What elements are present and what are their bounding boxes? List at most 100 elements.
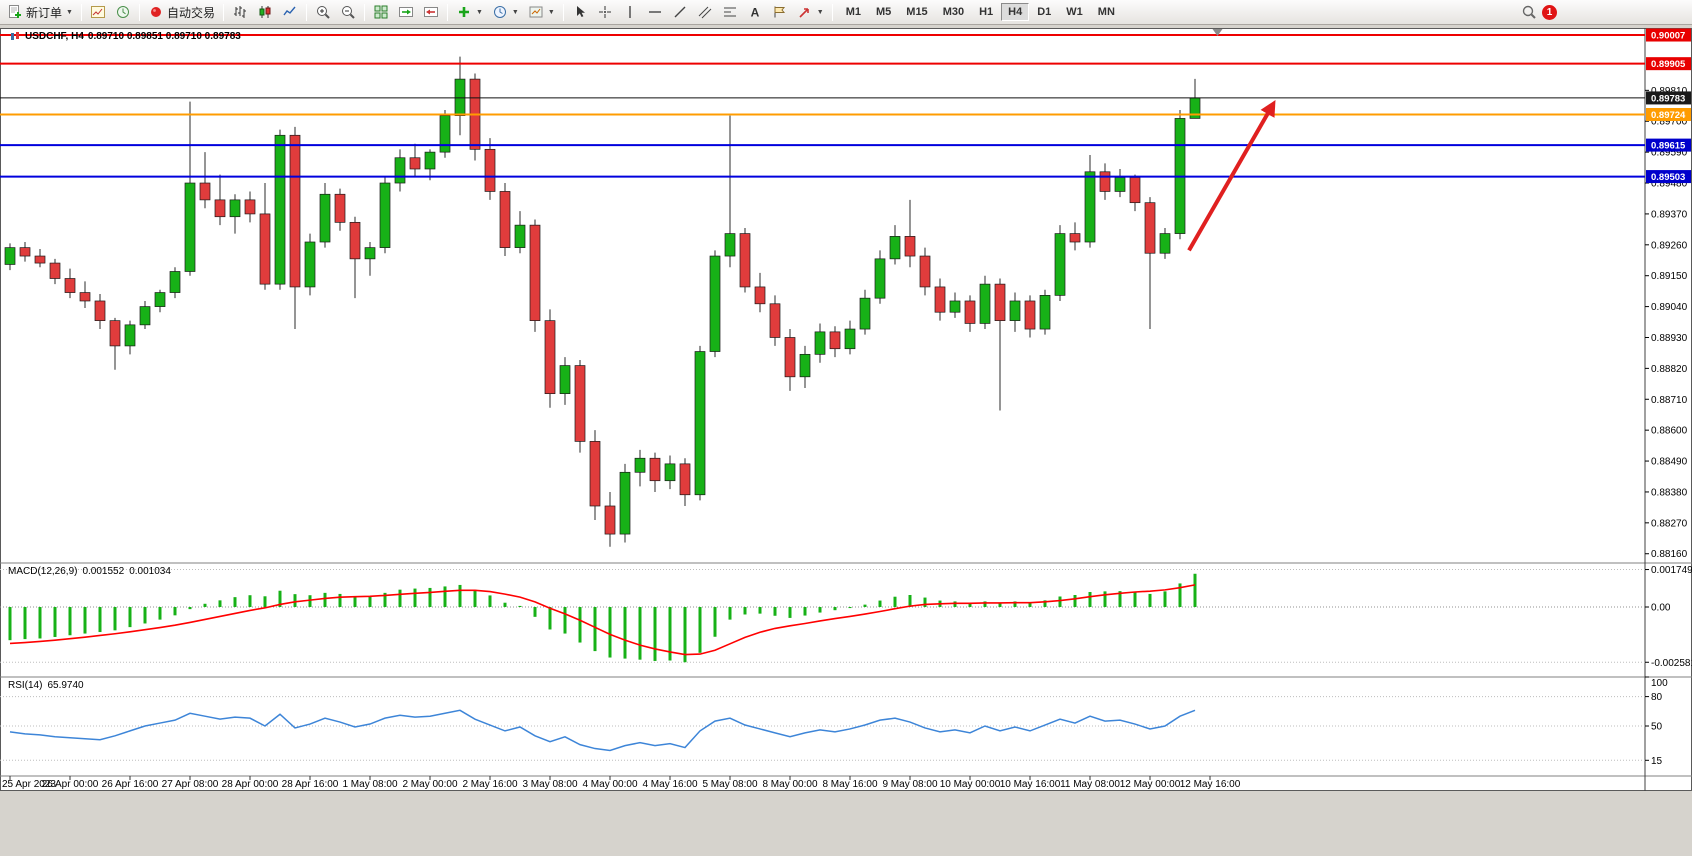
vertical-line-button[interactable] [618, 2, 642, 23]
chart-symbol-ohlc: USDCHF, H4 0.89710 0.89851 0.89710 0.897… [10, 31, 241, 42]
svg-text:0.88600: 0.88600 [1651, 426, 1688, 437]
tab-timeframe-d1[interactable]: D1 [1037, 6, 1052, 18]
svg-text:50: 50 [1651, 722, 1663, 733]
tab-timeframe-h4[interactable]: H4 [1001, 3, 1030, 21]
chevron-down-icon: ▼ [511, 8, 519, 16]
chart-shift-icon [423, 7, 438, 17]
rsi-panel: 100 80 50 15 [0, 676, 1668, 767]
svg-text:0.88710: 0.88710 [1651, 395, 1688, 406]
chevron-down-icon: ▼ [475, 8, 483, 16]
tab-timeframe-m15[interactable]: M15 [906, 6, 928, 18]
bar-chart-button[interactable] [228, 2, 252, 23]
arrow-marker-icon [799, 8, 809, 18]
trendline-button[interactable] [668, 2, 692, 23]
chart-shift-button[interactable] [419, 2, 443, 23]
templates-icon [529, 6, 543, 18]
svg-text:0.89150: 0.89150 [1651, 271, 1688, 282]
svg-text:28 Apr 16:00: 28 Apr 16:00 [282, 779, 339, 790]
auto-scroll-icon [398, 7, 413, 17]
price-badges: 0.90007 0.89905 0.89724 0.89615 0.89503 0.897… [1646, 28, 1691, 184]
zoom-in-button[interactable] [311, 2, 335, 23]
chart-shift-marker[interactable] [1212, 29, 1223, 36]
svg-text:0.88930: 0.88930 [1651, 333, 1688, 344]
svg-text:0.89700: 0.89700 [1651, 117, 1688, 128]
main-toolbar: 新订单 ▼ 自动交易 [0, 0, 1692, 25]
svg-text:8 May 00:00: 8 May 00:00 [762, 779, 817, 790]
svg-text:10 May 00:00: 10 May 00:00 [940, 779, 1001, 790]
tab-timeframe-h1[interactable]: H1 [979, 6, 994, 18]
rsi-indicator-label: RSI(14) 65.9740 [8, 680, 84, 691]
tab-timeframe-m5[interactable]: M5 [876, 6, 892, 18]
chart-window-background [0, 28, 1692, 791]
tab-timeframe-m1[interactable]: M1 [845, 6, 861, 18]
periods-button[interactable]: ▼ [488, 2, 523, 23]
toolbar-separator [80, 3, 82, 21]
channel-button[interactable] [693, 2, 717, 23]
indicators-button[interactable]: ▼ [452, 2, 487, 23]
svg-text:0.88490: 0.88490 [1651, 457, 1688, 468]
clock-icon [493, 6, 506, 18]
tab-timeframe-m30[interactable]: M30 [942, 6, 965, 18]
svg-text:11 May 08:00: 11 May 08:00 [1060, 779, 1120, 790]
auto-scroll-button[interactable] [394, 2, 418, 23]
arrows-button[interactable]: ▼ [793, 2, 828, 23]
svg-text:2 May 16:00: 2 May 16:00 [462, 779, 517, 790]
templates-button[interactable]: ▼ [524, 2, 559, 23]
svg-text:0.89370: 0.89370 [1651, 209, 1688, 220]
text-label-button[interactable] [768, 2, 792, 23]
auto-trading-button[interactable]: 自动交易 [144, 2, 219, 23]
cursor-button[interactable] [568, 2, 592, 23]
svg-text:0.89810: 0.89810 [1651, 86, 1688, 97]
svg-text:9 May 08:00: 9 May 08:00 [882, 779, 937, 790]
toolbar-separator [446, 3, 448, 21]
svg-text:2 May 00:00: 2 May 00:00 [402, 779, 457, 790]
zoom-out-button[interactable] [336, 2, 360, 23]
tile-windows-button[interactable] [369, 2, 393, 23]
auto-trading-label: 自动交易 [166, 5, 215, 20]
rsi-name: RSI(14) [8, 680, 43, 691]
chevron-down-icon: ▼ [816, 8, 824, 16]
svg-text:0.89905: 0.89905 [1651, 59, 1686, 70]
text-button[interactable]: A [743, 2, 767, 23]
horizontal-lines-layer[interactable] [0, 34, 1645, 178]
svg-text:0.89590: 0.89590 [1651, 148, 1688, 159]
chevron-down-icon: ▼ [66, 8, 73, 16]
svg-text:0.89480: 0.89480 [1651, 179, 1688, 190]
notification-badge[interactable]: 1 [1542, 4, 1557, 20]
rsi-line [9, 709, 1196, 752]
text-icon: A [750, 6, 759, 20]
svg-text:0.001749: 0.001749 [1651, 565, 1692, 576]
macd-histogram [8, 573, 1197, 663]
horizontal-line-button[interactable] [643, 2, 667, 23]
svg-text:0.89503: 0.89503 [1651, 172, 1685, 183]
profiles-button[interactable] [111, 2, 135, 23]
svg-text:0.90007: 0.90007 [1651, 31, 1685, 42]
svg-text:3 May 08:00: 3 May 08:00 [522, 779, 577, 790]
new-order-button[interactable]: 新订单 ▼ [3, 2, 77, 23]
timeframe-toolbar: M1 M5 M15 M30 H1 H4 D1 W1 MN [839, 3, 1122, 21]
macd-name: MACD(12,26,9) [8, 566, 78, 577]
trend-arrow[interactable] [1187, 100, 1276, 252]
cursor-icon [576, 6, 585, 17]
toolbar-separator [363, 3, 365, 21]
fibonacci-button[interactable] [718, 2, 742, 23]
tab-timeframe-mn[interactable]: MN [1097, 6, 1115, 18]
line-chart-button[interactable] [278, 2, 302, 23]
add-indicator-icon [458, 7, 469, 17]
symbol-ohlc-values: 0.89710 0.89851 0.89710 0.89783 [87, 31, 241, 42]
svg-text:28 Apr 00:00: 28 Apr 00:00 [222, 779, 279, 790]
tab-timeframe-w1[interactable]: W1 [1066, 6, 1083, 18]
toolbar-separator [222, 3, 224, 21]
trendline-icon [674, 6, 686, 18]
line-chart-icon [283, 6, 296, 16]
search-button[interactable] [1517, 2, 1541, 23]
fibonacci-icon [723, 7, 736, 17]
candlestick-chart-button[interactable] [253, 2, 277, 23]
svg-text:0.88820: 0.88820 [1651, 364, 1688, 375]
new-chart-button[interactable] [86, 2, 110, 23]
svg-text:12 May 00:00: 12 May 00:00 [1120, 779, 1181, 790]
svg-text:80: 80 [1651, 692, 1663, 703]
crosshair-button[interactable] [593, 2, 617, 23]
